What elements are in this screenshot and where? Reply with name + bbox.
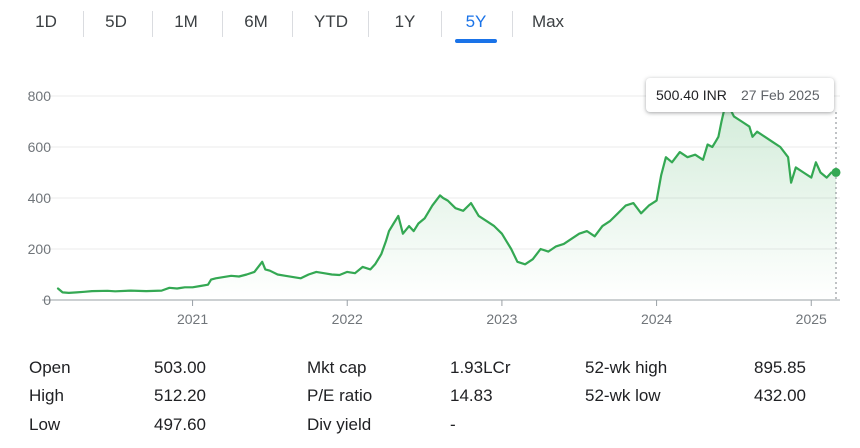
- y-tick-label: 200: [28, 241, 52, 257]
- tab-active-indicator: [455, 39, 497, 43]
- x-tick-label: 2023: [486, 311, 517, 327]
- stat-label-mkt-cap: Mkt cap: [307, 358, 367, 377]
- y-axis-labels: 0 200 400 600 800: [28, 88, 52, 308]
- x-tick-label: 2021: [177, 311, 208, 327]
- tab-divider: [441, 11, 442, 37]
- stat-label-open: Open: [29, 358, 71, 377]
- x-tick-label: 2022: [332, 311, 363, 327]
- stat-label-52wk-low: 52-wk low: [585, 386, 661, 405]
- y-tick-label: 0: [43, 292, 51, 308]
- stat-value-52wk-low: 432.00: [754, 386, 806, 405]
- price-line: [56, 100, 838, 294]
- stat-label-pe-ratio: P/E ratio: [307, 386, 373, 405]
- tooltip-price: 500.40 INR: [656, 87, 727, 103]
- tab-1d[interactable]: 1D: [16, 12, 76, 36]
- tab-label: 1M: [174, 12, 198, 31]
- tab-label: 1Y: [394, 12, 416, 31]
- stat-label-high: High: [29, 386, 64, 405]
- x-axis: 2021 2022 2023 2024 2025: [177, 300, 827, 327]
- tooltip-date: 27 Feb 2025: [741, 87, 820, 103]
- tab-5d[interactable]: 5D: [86, 12, 146, 36]
- time-range-tabs: 1D 5D 1M 6M YTD 1Y 5Y Max: [0, 0, 860, 48]
- tab-label: YTD: [314, 12, 348, 31]
- stat-value-52wk-high: 895.85: [754, 358, 806, 377]
- y-tick-label: 400: [28, 190, 52, 206]
- tab-label: Max: [531, 12, 565, 31]
- stat-label-52wk-high: 52-wk high: [585, 358, 668, 377]
- tab-divider: [368, 11, 369, 37]
- stat-value-high: 512.20: [154, 386, 206, 405]
- tab-divider: [152, 11, 153, 37]
- stat-label-div-yield: Div yield: [307, 415, 372, 434]
- tab-1m[interactable]: 1M: [156, 12, 216, 36]
- x-tick-label: 2025: [796, 311, 827, 327]
- x-tick-label: 2024: [641, 311, 672, 327]
- tab-ytd[interactable]: YTD: [300, 12, 362, 36]
- tab-label: 1D: [35, 12, 57, 31]
- tab-label: 6M: [244, 12, 268, 31]
- price-chart[interactable]: 0 200 400 600 800 2021 2022 2023 2024 2025: [0, 60, 860, 340]
- stat-value-mkt-cap: 1.93LCr: [450, 358, 511, 377]
- tab-max[interactable]: Max: [518, 12, 578, 36]
- tab-label: 5Y: [465, 12, 487, 31]
- stat-label-low: Low: [29, 415, 61, 434]
- y-tick-label: 600: [28, 139, 52, 155]
- stat-value-pe-ratio: 14.83: [450, 386, 493, 405]
- tab-6m[interactable]: 6M: [226, 12, 286, 36]
- tab-divider: [83, 11, 84, 37]
- stat-value-low: 497.60: [154, 415, 206, 434]
- tab-divider: [292, 11, 293, 37]
- tab-label: 5D: [105, 12, 127, 31]
- tab-1y[interactable]: 1Y: [375, 12, 435, 36]
- y-tick-label: 800: [28, 88, 52, 104]
- tab-5y[interactable]: 5Y: [446, 12, 506, 43]
- tab-divider: [512, 11, 513, 37]
- key-stats: Open 503.00 Mkt cap 1.93LCr 52-wk high 8…: [0, 352, 860, 448]
- current-price-dot: [831, 167, 841, 177]
- stat-value-div-yield: -: [450, 415, 456, 434]
- price-tooltip: 500.40 INR 27 Feb 2025: [646, 78, 834, 112]
- tab-divider: [222, 11, 223, 37]
- stat-value-open: 503.00: [154, 358, 206, 377]
